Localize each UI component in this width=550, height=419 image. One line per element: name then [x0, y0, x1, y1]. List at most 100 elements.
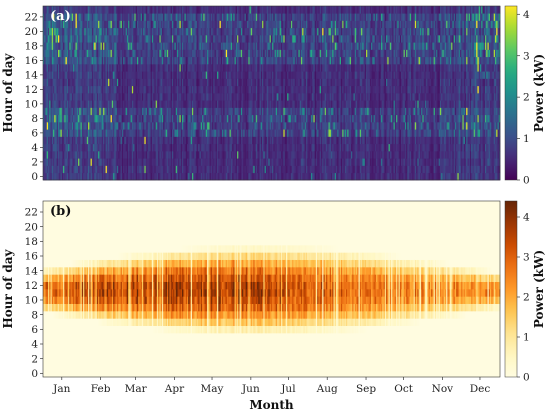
- heatmap-a-cell: [70, 20, 73, 29]
- heatmap-a-cell: [50, 100, 53, 108]
- heatmap-a-cell: [93, 143, 95, 152]
- heatmap-a-cell: [56, 172, 59, 181]
- heatmap-a-cell: [68, 100, 70, 108]
- heatmap-a-cell: [93, 71, 95, 79]
- heatmap-a-cell: [61, 143, 64, 152]
- heatmap-a-cell: [50, 71, 53, 79]
- heatmap-a-cell: [59, 172, 61, 181]
- heatmap-a-cell: [69, 56, 71, 65]
- heatmap-a-cell: [109, 78, 111, 87]
- heatmap-a-cell: [45, 64, 48, 72]
- heatmap-a-cell: [96, 6, 99, 14]
- heatmap-a-cell: [84, 64, 86, 72]
- heatmap-a-cell: [78, 56, 80, 65]
- heatmap-a-cell: [75, 64, 78, 72]
- heatmap-a-cell: [98, 85, 100, 94]
- heatmap-a-cell: [98, 42, 100, 50]
- heatmap-a-cell: [71, 71, 74, 79]
- heatmap-a-cell: [124, 158, 126, 166]
- heatmap-a-cell: [86, 172, 89, 181]
- heatmap-a-cell: [90, 42, 93, 50]
- heatmap-a-cell: [66, 172, 69, 181]
- heatmap-a-cell: [76, 49, 79, 58]
- heatmap-a-cell: [51, 56, 54, 65]
- heatmap-a-cell: [44, 64, 46, 72]
- heatmap-a-cell: [98, 35, 100, 43]
- heatmap-a-cell: [44, 71, 46, 79]
- heatmap-a-cell: [90, 35, 93, 43]
- heatmap-a-cell: [64, 158, 66, 166]
- heatmap-a-cell: [126, 143, 129, 152]
- heatmap-a-cell: [90, 13, 93, 21]
- heatmap-a-cell: [71, 107, 74, 116]
- heatmap-a-cell: [96, 114, 99, 123]
- heatmap-a-cell: [60, 42, 63, 50]
- heatmap-a-cell: [105, 13, 108, 21]
- heatmap-a-cell: [81, 20, 84, 29]
- heatmap-a-cell: [73, 129, 75, 137]
- heatmap-a-cell: [59, 107, 61, 116]
- heatmap-a-cell: [53, 143, 55, 152]
- heatmap-a-cell: [80, 20, 83, 29]
- heatmap-a-cell: [101, 42, 104, 50]
- heatmap-a-cell: [78, 13, 80, 21]
- heatmap-a-cell: [64, 172, 66, 181]
- heatmap-a-cell: [66, 13, 69, 21]
- heatmap-a-cell: [126, 13, 129, 21]
- heatmap-a-cell: [46, 165, 49, 174]
- heatmap-a-cell: [66, 143, 69, 152]
- heatmap-a-cell: [84, 172, 86, 181]
- heatmap-a-cell: [78, 165, 80, 174]
- heatmap-a-cell: [61, 172, 64, 181]
- heatmap-a-cell: [73, 114, 75, 123]
- heatmap-a-cell: [70, 122, 73, 130]
- heatmap-a-cell: [103, 100, 105, 108]
- heatmap-a-cell: [115, 56, 118, 65]
- heatmap-a-cell: [105, 78, 108, 87]
- heatmap-a-cell: [54, 165, 56, 174]
- heatmap-a-cell: [101, 56, 104, 65]
- heatmap-a-cell: [54, 56, 56, 65]
- heatmap-a-cell: [54, 143, 56, 152]
- heatmap-a-cell: [98, 136, 100, 145]
- heatmap-a-cell: [108, 107, 110, 116]
- heatmap-a-cell: [91, 35, 94, 43]
- heatmap-a-cell: [65, 20, 68, 29]
- heatmap-a-cell: [48, 6, 50, 14]
- heatmap-a-cell: [98, 71, 100, 79]
- heatmap-a-cell: [55, 100, 58, 108]
- heatmap-a-cell: [61, 20, 64, 29]
- heatmap-a-cell: [119, 100, 121, 108]
- heatmap-a-cell: [64, 71, 66, 79]
- heatmap-a-cell: [89, 78, 91, 87]
- heatmap-a-cell: [53, 6, 55, 14]
- heatmap-a-cell: [50, 6, 53, 14]
- heatmap-a-cell: [90, 49, 93, 58]
- heatmap-a-cell: [120, 64, 123, 72]
- heatmap-a-cell: [81, 56, 84, 65]
- heatmap-a-cell: [94, 158, 96, 166]
- heatmap-a-cell: [113, 100, 115, 108]
- heatmap-a-cell: [78, 93, 80, 101]
- heatmap-a-cell: [78, 35, 80, 43]
- heatmap-a-cell: [84, 100, 86, 108]
- heatmap-a-cell: [59, 49, 61, 58]
- heatmap-a-cell: [91, 136, 94, 145]
- heatmap-a-cell: [58, 93, 60, 101]
- heatmap-a-cell: [120, 27, 123, 36]
- heatmap-a-cell: [120, 85, 123, 94]
- heatmap-a-cell: [44, 20, 46, 29]
- heatmap-a-cell: [46, 27, 49, 36]
- heatmap-a-cell: [56, 6, 59, 14]
- heatmap-a-cell: [121, 85, 124, 94]
- heatmap-a-cell: [46, 20, 49, 29]
- heatmap-a-cell: [113, 107, 115, 116]
- heatmap-a-cell: [49, 143, 51, 152]
- heatmap-a-cell: [44, 143, 46, 152]
- heatmap-a-cell: [93, 85, 95, 94]
- heatmap-a-cell: [79, 143, 81, 152]
- heatmap-a-cell: [108, 35, 110, 43]
- heatmap-a-cell: [120, 172, 123, 181]
- heatmap-a-cell: [89, 6, 91, 14]
- heatmap-a-cell: [65, 165, 68, 174]
